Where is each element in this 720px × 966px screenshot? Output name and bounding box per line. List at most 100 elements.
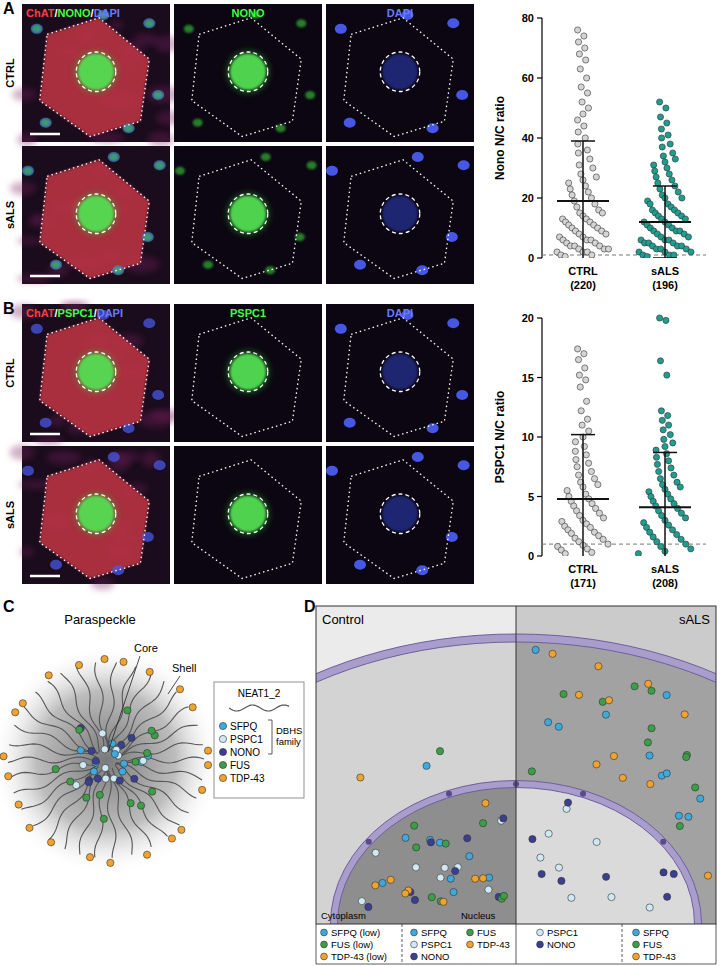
protein-dot bbox=[437, 874, 444, 881]
dapi-nucleus bbox=[412, 152, 424, 162]
cell-outline bbox=[344, 18, 454, 137]
legend-label: SFPQ bbox=[421, 927, 447, 938]
row-label: CTRL bbox=[4, 358, 16, 388]
dapi-nucleus bbox=[142, 532, 154, 542]
neighbor-signal bbox=[153, 91, 163, 99]
nuclear-pore bbox=[446, 791, 452, 797]
legend-border bbox=[316, 924, 317, 964]
protein-dot bbox=[111, 750, 118, 757]
y-tick bbox=[537, 555, 542, 556]
protein-dot bbox=[52, 766, 59, 773]
protein-dot bbox=[67, 778, 74, 785]
panel-label: A bbox=[3, 0, 15, 17]
tick-label: 10 bbox=[522, 431, 534, 443]
data-point bbox=[585, 189, 591, 195]
protein-dot bbox=[358, 898, 365, 905]
axis-title: Nono N/C ratio bbox=[493, 96, 507, 180]
cell-outline bbox=[192, 18, 302, 137]
micrograph bbox=[326, 4, 474, 142]
protein-dot bbox=[189, 704, 196, 711]
sd-cap bbox=[653, 257, 677, 258]
protein-dot bbox=[199, 786, 206, 793]
nuclear-signal bbox=[230, 354, 266, 390]
protein-dot bbox=[619, 774, 626, 781]
legend-box bbox=[214, 682, 304, 798]
legend-swatch bbox=[321, 953, 328, 960]
protein-dot bbox=[644, 739, 651, 746]
cell-body bbox=[40, 318, 150, 437]
protein-dot bbox=[146, 668, 153, 675]
legend-swatch bbox=[537, 929, 544, 936]
data-point bbox=[658, 408, 664, 414]
protein-dot bbox=[663, 691, 670, 698]
neat1-strand bbox=[61, 673, 100, 752]
legend-swatch bbox=[321, 929, 328, 936]
dapi-nucleus bbox=[447, 18, 459, 28]
image-background bbox=[326, 446, 474, 584]
dapi-nucleus bbox=[143, 318, 155, 328]
data-point bbox=[589, 549, 595, 555]
protein-dot bbox=[442, 840, 449, 847]
panel-label: D bbox=[304, 598, 316, 615]
cytoplasm bbox=[516, 638, 716, 924]
sd-bar bbox=[664, 452, 666, 556]
cell-body bbox=[40, 160, 150, 279]
data-point bbox=[662, 159, 668, 165]
protein-dot bbox=[664, 893, 671, 900]
target-nucleus bbox=[382, 196, 418, 232]
neighbor-signal bbox=[155, 161, 165, 169]
legend-label: TDP-43 bbox=[643, 951, 676, 962]
dapi-nucleus bbox=[40, 118, 52, 128]
protein-dot bbox=[532, 646, 539, 653]
data-point bbox=[657, 99, 663, 105]
legend-separator bbox=[516, 924, 517, 964]
row-label: sALS bbox=[4, 201, 16, 229]
sd-cap bbox=[571, 140, 595, 142]
nuclear-glow bbox=[227, 193, 269, 235]
legend-label: NEAT1_2 bbox=[238, 688, 281, 699]
protein-dot bbox=[683, 753, 690, 760]
image-background bbox=[326, 4, 474, 142]
data-point bbox=[582, 135, 588, 141]
texture bbox=[91, 577, 115, 590]
protein-dot bbox=[0, 753, 7, 760]
neat1-strand bbox=[95, 770, 108, 857]
data-point bbox=[666, 422, 672, 428]
dapi-nucleus bbox=[22, 466, 34, 476]
protein-dot bbox=[560, 691, 567, 698]
category-label: CTRL bbox=[568, 563, 598, 575]
data-point bbox=[600, 536, 606, 542]
neat1-strand bbox=[9, 744, 96, 757]
nuclear-signal bbox=[78, 54, 114, 90]
texture bbox=[20, 547, 35, 556]
data-point bbox=[603, 231, 609, 237]
legend-strand bbox=[229, 705, 289, 711]
micrograph bbox=[174, 4, 322, 142]
data-point bbox=[659, 417, 665, 423]
cell-body bbox=[40, 18, 150, 137]
channel-label: DAPI bbox=[387, 7, 413, 19]
cell-half bbox=[516, 606, 716, 924]
data-point bbox=[577, 384, 583, 390]
neat1-strand bbox=[110, 681, 164, 750]
protein-dot bbox=[413, 844, 420, 851]
data-point bbox=[574, 204, 580, 210]
texture bbox=[111, 20, 123, 30]
nucleoplasm bbox=[516, 784, 698, 924]
protein-dot bbox=[178, 826, 185, 833]
protein-dot bbox=[94, 775, 101, 782]
legend-label: TDP-43 bbox=[230, 773, 265, 784]
nuclear-glow bbox=[227, 51, 269, 93]
data-point bbox=[660, 427, 666, 433]
neat1-strand bbox=[115, 763, 196, 798]
data-point bbox=[562, 551, 568, 556]
protein-dot bbox=[482, 800, 489, 807]
protein-dot bbox=[676, 822, 683, 829]
data-point bbox=[577, 66, 583, 72]
dapi-nucleus bbox=[354, 560, 366, 570]
nuclear-glow bbox=[75, 193, 117, 235]
reference-line bbox=[542, 544, 706, 545]
image-background bbox=[174, 146, 322, 284]
protein-dot bbox=[479, 820, 486, 827]
micrograph bbox=[326, 446, 474, 584]
